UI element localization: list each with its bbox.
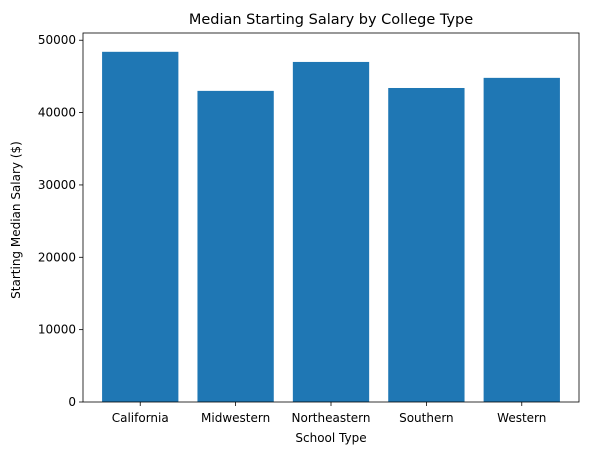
x-tick-label: Southern [399,411,454,425]
y-tick-label: 30000 [38,178,76,192]
bar-northeastern [292,61,370,403]
x-axis-label: School Type [295,431,366,445]
y-tick-label: 50000 [38,33,76,47]
y-axis-label: Starting Median Salary ($) [9,141,23,299]
x-tick-label: Western [497,411,546,425]
bar-midwestern [197,90,274,402]
bar-california [102,51,179,402]
x-tick-label: Northeastern [292,411,371,425]
chart-title: Median Starting Salary by College Type [189,12,473,28]
x-axis: California Midwestern Northeastern Southern… [112,402,546,425]
y-axis: 0 10000 20000 30000 40000 50000 [38,33,83,409]
bar-western [483,77,560,402]
x-tick-label: Midwestern [201,411,270,425]
y-tick-label: 10000 [38,323,76,337]
y-tick-label: 40000 [38,106,76,120]
plot-area [102,51,560,403]
y-tick-label: 0 [68,395,76,409]
y-tick-label: 20000 [38,250,76,264]
x-tick-label: California [112,411,169,425]
bar-southern [388,87,465,403]
